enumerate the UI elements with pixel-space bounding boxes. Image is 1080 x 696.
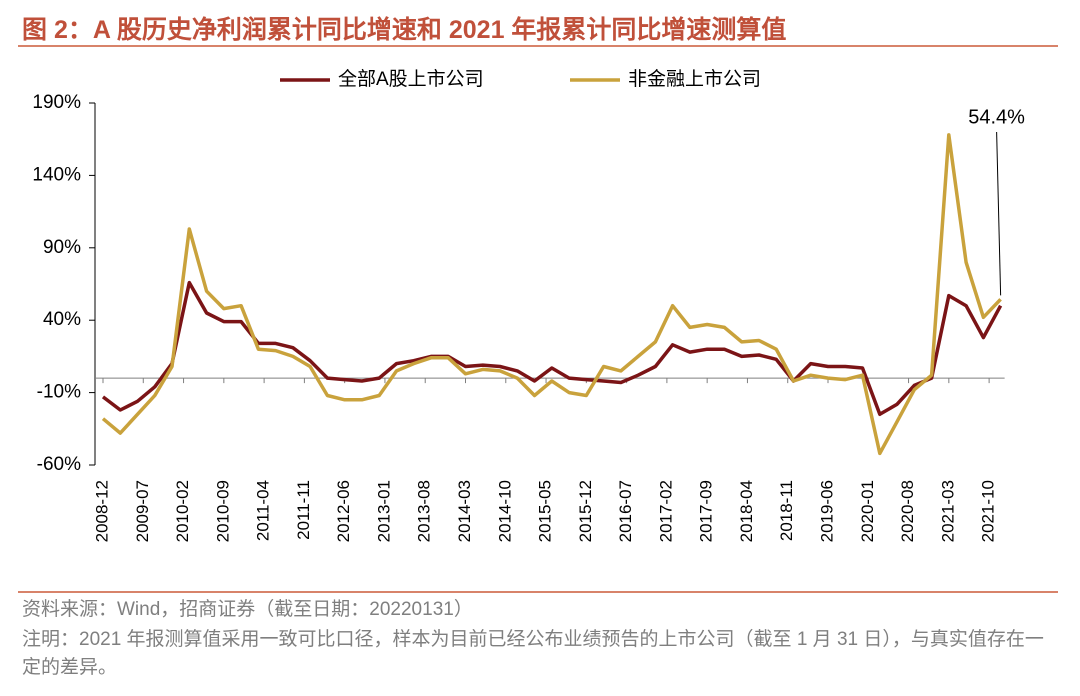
y-tick-label: 140% bbox=[32, 164, 81, 185]
source-note: 资料来源：Wind，招商证券（截至日期：20220131） bbox=[22, 599, 473, 620]
legend-label: 非金融上市公司 bbox=[628, 68, 761, 90]
x-tick-label: 2020-08 bbox=[898, 480, 917, 542]
x-tick-label: 2009-07 bbox=[133, 480, 152, 542]
x-tick-label: 2020-01 bbox=[858, 480, 877, 542]
x-tick-label: 2011-11 bbox=[294, 480, 313, 540]
x-tick-label: 2017-09 bbox=[697, 480, 716, 542]
chart-title: 图 2：A 股历史净利润累计同比增速和 2021 年报累计同比增速测算值 bbox=[22, 16, 787, 44]
y-tick-label: 90% bbox=[43, 237, 81, 258]
y-tick-label: -60% bbox=[37, 454, 81, 475]
y-tick-label: 40% bbox=[43, 309, 81, 330]
title-rule bbox=[18, 45, 1058, 47]
x-tick-label: 2013-01 bbox=[374, 480, 393, 542]
x-tick-label: 2017-02 bbox=[656, 480, 675, 542]
data-label: 54.4% bbox=[968, 106, 1025, 128]
annotation-leader bbox=[996, 131, 1002, 296]
y-tick-label: 190% bbox=[32, 92, 81, 113]
x-tick-label: 2018-11 bbox=[777, 480, 796, 541]
x-tick-label: 2019-06 bbox=[817, 480, 836, 542]
x-tick-label: 2014-03 bbox=[455, 480, 474, 542]
x-tick-label: 2015-12 bbox=[576, 480, 595, 542]
x-tick-label: 2018-04 bbox=[737, 480, 756, 542]
x-tick-label: 2021-03 bbox=[938, 480, 957, 542]
x-tick-label: 2016-07 bbox=[616, 480, 635, 542]
x-tick-label: 2008-12 bbox=[92, 480, 111, 542]
chart: -60% -10% 40% 90% 140% 190% 2008-12 2009-07 2010… bbox=[32, 68, 1025, 542]
series-line bbox=[101, 133, 1002, 456]
x-tick-label: 2010-09 bbox=[213, 480, 232, 542]
y-tick-label: -10% bbox=[37, 382, 81, 403]
x-tick-label: 2012-06 bbox=[334, 480, 353, 542]
legend-label: 全部A股上市公司 bbox=[338, 68, 484, 90]
footer-rule bbox=[18, 591, 1058, 593]
x-tick-label: 2021-10 bbox=[979, 480, 998, 542]
x-tick-label: 2011-04 bbox=[254, 480, 273, 541]
x-tick-label: 2010-02 bbox=[173, 480, 192, 542]
x-tick-label: 2015-05 bbox=[536, 480, 555, 542]
x-tick-label: 2013-08 bbox=[415, 480, 434, 542]
x-tick-label: 2014-10 bbox=[495, 480, 514, 542]
footnote: 注明：2021 年报测算值采用一致可比口径，样本为目前已经公布业绩预告的上市公司… bbox=[22, 629, 1044, 678]
